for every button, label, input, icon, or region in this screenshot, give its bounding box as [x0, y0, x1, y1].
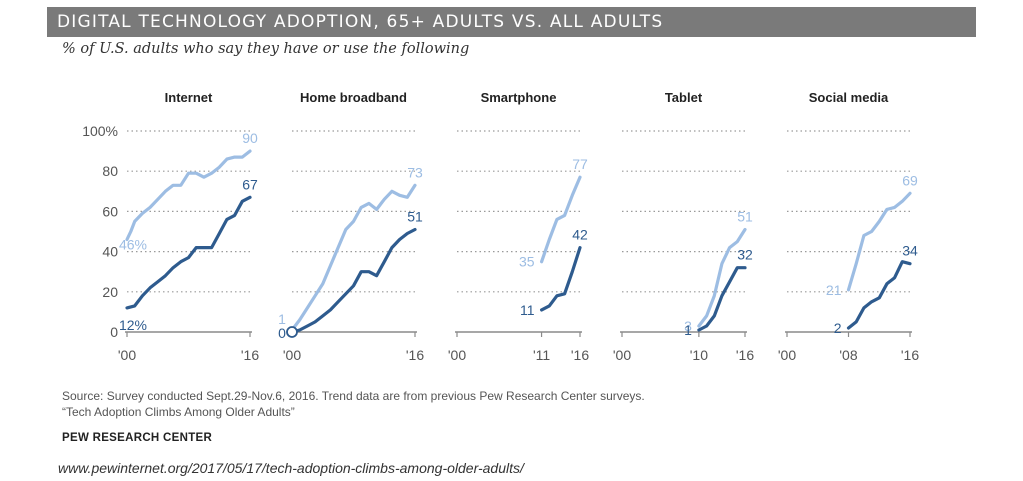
y-tick-label: 0 [110, 324, 118, 340]
series-line-adults-65 [290, 227, 417, 334]
origin-marker [286, 326, 298, 338]
title-banner: DIGITAL TECHNOLOGY ADOPTION, 65+ ADULTS … [47, 7, 976, 37]
y-tick-label: 20 [102, 284, 118, 300]
x-tick-label: '00 [448, 347, 466, 363]
chart-subtitle: % of U.S. adults who say they have or us… [62, 41, 470, 57]
start-value-label: 2 [834, 320, 842, 336]
end-value-label: 69 [902, 172, 918, 188]
start-value-label: 1 [684, 322, 692, 338]
start-value-label: 3 [684, 318, 692, 334]
chart-title: DIGITAL TECHNOLOGY ADOPTION, 65+ ADULTS … [57, 12, 664, 32]
start-value-label: 46% [119, 237, 147, 253]
series-line-all-adults [697, 227, 747, 328]
x-tick-label: '16 [241, 347, 259, 363]
end-value-label: 32 [737, 247, 753, 263]
y-tick-label: 80 [102, 163, 118, 179]
y-tick-label: 100% [82, 123, 118, 139]
start-value-label: 12% [119, 317, 147, 333]
x-tick-label: '16 [901, 347, 919, 363]
x-tick-label: '10 [690, 347, 708, 363]
start-value-label: 11 [520, 302, 535, 318]
y-tick-label: 60 [102, 203, 118, 219]
x-tick-label: '08 [839, 347, 857, 363]
source-line-1: Source: Survey conducted Sept.29-Nov.6, … [62, 389, 645, 403]
end-value-label: 34 [902, 243, 918, 259]
panel-title: Social media [809, 90, 889, 105]
start-value-label: 21 [826, 282, 842, 298]
series-line-adults-65 [697, 266, 747, 332]
series-line-all-adults [290, 183, 417, 332]
series-line-all-adults [846, 191, 912, 292]
small-multiples-chart: 020406080100%Internet'00'169046%6712%Hom… [82, 90, 919, 363]
y-tick-label: 40 [102, 244, 118, 260]
x-tick-label: '16 [406, 347, 424, 363]
source-url: www.pewinternet.org/2017/05/17/tech-adop… [58, 460, 524, 476]
series-line-all-adults [539, 175, 582, 264]
source-note: Source: Survey conducted Sept.29-Nov.6, … [62, 388, 645, 420]
brand-label: PEW RESEARCH CENTER [62, 432, 213, 444]
panel-title: Smartphone [481, 90, 557, 105]
x-tick-label: '11 [533, 347, 550, 363]
end-value-label: 90 [242, 130, 258, 146]
end-value-label: 51 [737, 208, 753, 224]
x-tick-label: '00 [118, 347, 136, 363]
x-tick-label: '00 [778, 347, 796, 363]
panel-title: Tablet [665, 90, 703, 105]
series-line-adults-65 [125, 195, 252, 310]
start-value-label: 1 [278, 311, 286, 327]
x-tick-label: '16 [736, 347, 754, 363]
x-tick-label: '00 [283, 347, 301, 363]
end-value-label: 77 [572, 156, 588, 172]
series-line-adults-65 [539, 246, 582, 312]
start-value-label: 0 [278, 325, 286, 341]
start-value-label: 35 [519, 254, 535, 270]
end-value-label: 51 [407, 208, 423, 224]
end-value-label: 67 [242, 176, 258, 192]
end-value-label: 73 [407, 164, 423, 180]
x-tick-label: '00 [613, 347, 631, 363]
series-line-all-adults [125, 149, 252, 242]
series-line-adults-65 [846, 260, 912, 330]
source-line-2: “Tech Adoption Climbs Among Older Adults… [62, 405, 295, 419]
x-tick-label: '16 [571, 347, 589, 363]
end-value-label: 42 [572, 227, 588, 243]
panel-title: Internet [165, 90, 213, 105]
panel-title: Home broadband [300, 90, 407, 105]
